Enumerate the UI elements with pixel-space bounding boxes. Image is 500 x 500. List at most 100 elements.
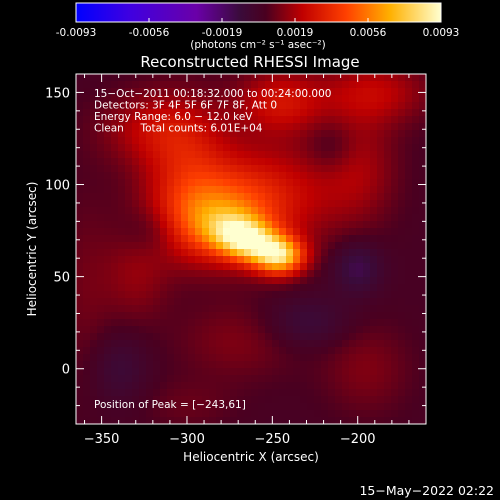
heatmap-cell [167,179,175,187]
heatmap-cell [223,361,231,369]
heatmap-cell [300,410,308,418]
heatmap-cell [195,326,203,334]
heatmap-cell [251,242,259,250]
heatmap-cell [342,403,350,411]
heatmap-cell [377,172,385,180]
heatmap-cell [209,221,217,229]
heatmap-cell [349,165,357,173]
heatmap-cell [202,200,210,208]
heatmap-cell [251,130,259,138]
heatmap-cell [139,186,147,194]
heatmap-cell [223,347,231,355]
heatmap-cell [76,263,84,271]
heatmap-cell [118,256,126,264]
heatmap-cell [363,291,371,299]
heatmap-cell [174,277,182,285]
heatmap-cell [384,263,392,271]
heatmap-cell [146,123,154,131]
heatmap-cell [167,396,175,404]
heatmap-cell [370,172,378,180]
heatmap-cell [363,186,371,194]
heatmap-cell [328,354,336,362]
heatmap-cell [139,368,147,376]
heatmap-cell [335,116,343,124]
heatmap-cell [216,249,224,257]
heatmap-cell [132,214,140,222]
heatmap-cell [237,389,245,397]
heatmap-cell [349,375,357,383]
heatmap-cell [230,340,238,348]
heatmap-cell [209,88,217,96]
y-axis-label: Heliocentric Y (arcsec) [25,182,39,317]
heatmap-cell [153,214,161,222]
heatmap-cell [258,151,266,159]
heatmap-cell [419,235,427,243]
heatmap-cell [230,221,238,229]
heatmap-cell [97,228,105,236]
heatmap-cell [293,312,301,320]
heatmap-cell [265,319,273,327]
heatmap-cell [314,326,322,334]
heatmap-cell [377,298,385,306]
heatmap-cell [272,389,280,397]
heatmap-cell [349,312,357,320]
heatmap-cell [314,242,322,250]
heatmap-cell [384,312,392,320]
heatmap-cell [160,158,168,166]
heatmap-cell [293,347,301,355]
heatmap-cell [167,200,175,208]
heatmap-cell [153,354,161,362]
heatmap-cell [90,193,98,201]
heatmap-cell [391,417,399,425]
heatmap-cell [132,200,140,208]
heatmap-cell [195,235,203,243]
heatmap-cell [153,326,161,334]
heatmap-cell [209,242,217,250]
heatmap-cell [293,410,301,418]
heatmap-cell [97,165,105,173]
heatmap-cell [195,333,203,341]
heatmap-cell [412,347,420,355]
heatmap-cell [349,263,357,271]
heatmap-cell [398,200,406,208]
heatmap-cell [83,193,91,201]
heatmap-cell [335,340,343,348]
heatmap-cell [230,263,238,271]
heatmap-cell [230,354,238,362]
heatmap-cell [328,102,336,110]
heatmap-cell [272,403,280,411]
heatmap-cell [279,81,287,89]
heatmap-cell [251,354,259,362]
heatmap-cell [251,403,259,411]
heatmap-cell [202,88,210,96]
heatmap-cell [258,340,266,348]
heatmap-cell [230,249,238,257]
heatmap-cell [286,249,294,257]
heatmap-cell [97,88,105,96]
heatmap-cell [146,74,154,82]
heatmap-cell [76,109,84,117]
heatmap-cell [167,95,175,103]
heatmap-cell [174,249,182,257]
heatmap-cell [195,165,203,173]
heatmap-cell [230,158,238,166]
heatmap-cell [398,333,406,341]
heatmap-cell [286,347,294,355]
heatmap-cell [342,249,350,257]
heatmap-cell [153,130,161,138]
heatmap-cell [223,137,231,145]
heatmap-cell [398,137,406,145]
heatmap-cell [251,214,259,222]
heatmap-cell [335,249,343,257]
heatmap-cell [251,95,259,103]
heatmap-cell [300,88,308,96]
heatmap-cell [230,235,238,243]
heatmap-cell [363,116,371,124]
heatmap-cell [307,207,315,215]
heatmap-cell [188,102,196,110]
heatmap-cell [76,298,84,306]
heatmap-cell [216,340,224,348]
heatmap-cell [181,235,189,243]
heatmap-cell [209,151,217,159]
heatmap-cell [132,193,140,201]
